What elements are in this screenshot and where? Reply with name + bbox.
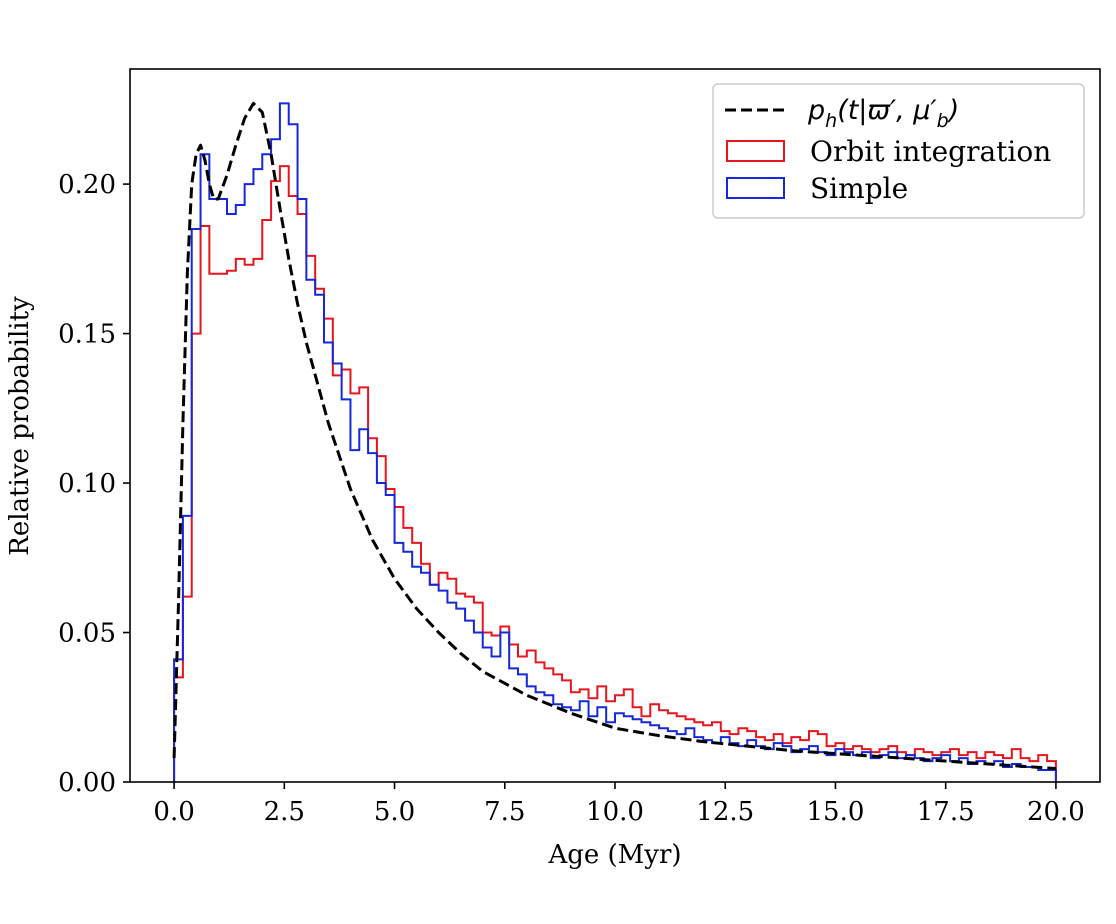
y-tick-label: 0.05 — [58, 619, 116, 649]
y-axis-label: Relative probability — [5, 296, 35, 556]
x-tick-label: 17.5 — [917, 797, 975, 827]
x-tick-label: 7.5 — [484, 797, 525, 827]
legend-label-simple: Simple — [810, 172, 908, 205]
y-tick-label: 0.10 — [58, 469, 116, 499]
y-tick-label: 0.15 — [58, 320, 116, 350]
legend-curve-name-sub-b: b — [937, 110, 949, 132]
y-axis: 0.00 0.05 0.10 0.15 0.20 — [58, 170, 130, 798]
y-tick-label: 0.00 — [58, 768, 116, 798]
legend-curve-name-sub-h: h — [825, 110, 837, 132]
legend-box — [712, 83, 1085, 219]
curve-layer — [172, 101, 1057, 771]
x-tick-label: 10.0 — [586, 797, 644, 827]
legend: ph(t|ϖ′, μ′b) Orbit integration Simple — [712, 83, 1085, 219]
x-tick-label: 2.5 — [264, 797, 305, 827]
legend-swatch-simple — [726, 177, 785, 199]
legend-label-curve: ph(t|ϖ′, μ′b) — [807, 95, 959, 132]
legend-curve-name-p: p — [807, 95, 825, 126]
x-tick-label: 12.5 — [696, 797, 754, 827]
x-tick-label: 5.0 — [374, 797, 415, 827]
legend-curve-name-args: (t|ϖ′, μ′ — [837, 95, 936, 126]
legend-curve-name-close: ) — [947, 95, 960, 126]
x-tick-label: 0.0 — [153, 797, 194, 827]
x-tick-label: 20.0 — [1027, 797, 1085, 827]
legend-label-orbit-integration: Orbit integration — [810, 135, 1051, 168]
x-tick-label: 15.0 — [807, 797, 865, 827]
y-tick-label: 0.20 — [58, 170, 116, 200]
x-axis-label: Age (Myr) — [547, 840, 681, 870]
legend-swatch-orbit-integration — [726, 140, 785, 162]
x-axis: 0.0 2.5 5.0 7.5 10.0 12.5 15.0 17.5 20.0 — [153, 782, 1085, 827]
model-curve — [172, 101, 1057, 771]
